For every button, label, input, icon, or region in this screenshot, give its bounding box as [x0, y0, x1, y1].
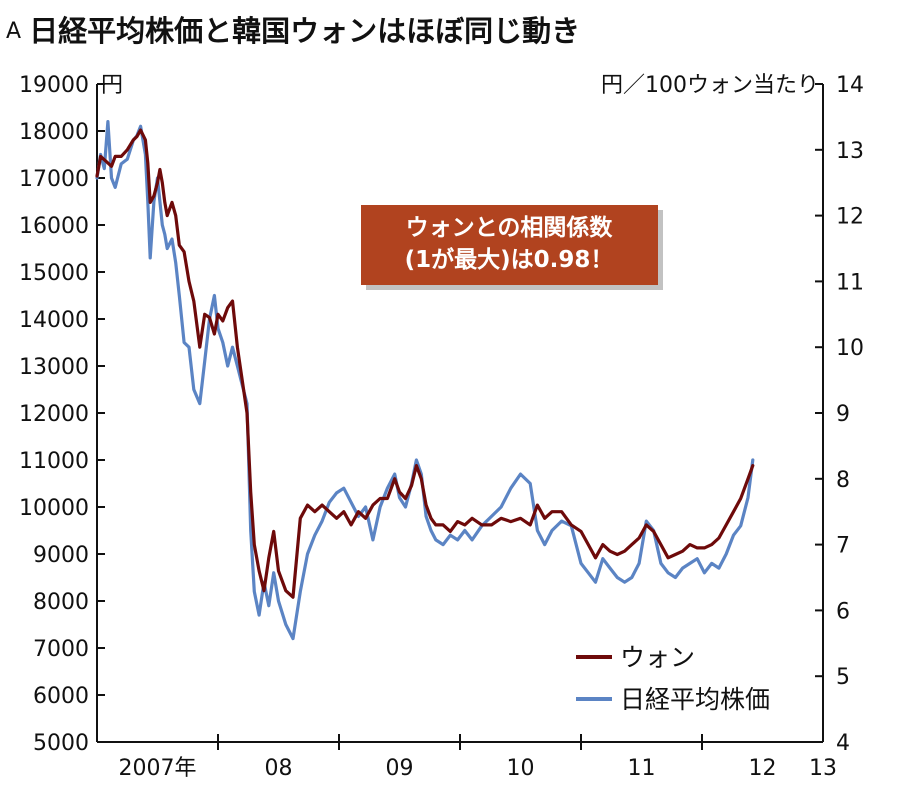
left-tick-label: 17000 — [19, 167, 89, 192]
x-tick-label: 10 — [507, 756, 535, 781]
left-tick-label: 13000 — [19, 355, 89, 380]
left-tick-label: 12000 — [19, 402, 89, 427]
left-tick-label: 5000 — [33, 731, 89, 756]
left-tick-label: 15000 — [19, 261, 89, 286]
right-tick-label: 11 — [836, 270, 864, 295]
left-tick-label: 11000 — [19, 449, 89, 474]
figure-title: 日経平均株価と韓国ウォンはほぼ同じ動き — [29, 14, 581, 48]
right-tick-label: 7 — [836, 534, 850, 559]
x-tick-label: 12 — [749, 756, 777, 781]
legend-label-nikkei: 日経平均株価 — [620, 685, 770, 714]
annotation-text: (1が最大)は0.98！ — [405, 246, 614, 273]
right-tick-label: 12 — [836, 205, 864, 230]
right-tick-label: 13 — [836, 139, 864, 164]
nikkei-series-line — [95, 120, 755, 641]
annotation-text: ウォンとの相関係数 — [406, 215, 614, 241]
left-tick-label: 14000 — [19, 308, 89, 333]
right-tick-label: 9 — [836, 402, 850, 427]
figure-mark: A — [6, 19, 22, 44]
right-tick-label: 10 — [836, 336, 864, 361]
x-tick-label: 13 — [809, 756, 837, 781]
x-tick-label: 11 — [628, 756, 656, 781]
chart-lines — [95, 120, 755, 641]
right-tick-label: 4 — [836, 731, 850, 756]
x-tick-label: 09 — [386, 756, 414, 781]
x-tick-label: 08 — [265, 756, 293, 781]
right-axis-unit: 円／100ウォン当たり — [601, 73, 819, 98]
annotation-box — [361, 205, 658, 285]
right-tick-label: 8 — [836, 468, 850, 493]
x-tick-label: 2007年 — [119, 756, 197, 781]
legend-label-won: ウォン — [620, 643, 695, 672]
left-tick-label: 10000 — [19, 496, 89, 521]
left-tick-label: 7000 — [33, 637, 89, 662]
left-axis-unit: 円 — [101, 73, 123, 98]
chart-title: A 日経平均株価と韓国ウォンはほぼ同じ動き — [6, 8, 580, 50]
left-tick-label: 19000 — [19, 73, 89, 98]
left-tick-label: 6000 — [33, 684, 89, 709]
left-tick-label: 16000 — [19, 214, 89, 239]
left-tick-label: 9000 — [33, 543, 89, 568]
right-tick-label: 14 — [836, 73, 864, 98]
left-tick-label: 18000 — [19, 120, 89, 145]
correlation-annotation: ウォンとの相関係数 (1が最大)は0.98！ — [361, 205, 663, 290]
left-tick-label: 8000 — [33, 590, 89, 615]
right-tick-label: 5 — [836, 665, 850, 690]
right-tick-label: 6 — [836, 599, 850, 624]
won-series-line — [95, 128, 755, 599]
chart-axes: 5000 6000 7000 8000 9000 10000 11000 12000 13000… — [19, 73, 864, 781]
